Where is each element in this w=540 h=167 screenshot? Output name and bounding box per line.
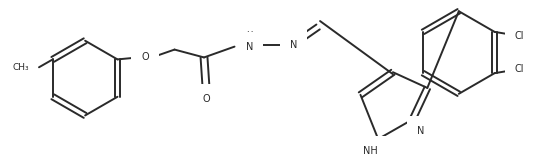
Text: NH: NH — [363, 146, 377, 156]
Text: N: N — [417, 126, 424, 136]
Text: N: N — [246, 42, 253, 52]
Text: O: O — [202, 94, 210, 104]
Text: H: H — [246, 31, 252, 40]
Text: Cl: Cl — [514, 31, 524, 41]
Text: N: N — [289, 40, 297, 50]
Text: H
N: H N — [245, 33, 252, 52]
Text: Cl: Cl — [514, 64, 524, 74]
Text: O: O — [141, 52, 149, 62]
Text: CH₃: CH₃ — [12, 63, 29, 72]
